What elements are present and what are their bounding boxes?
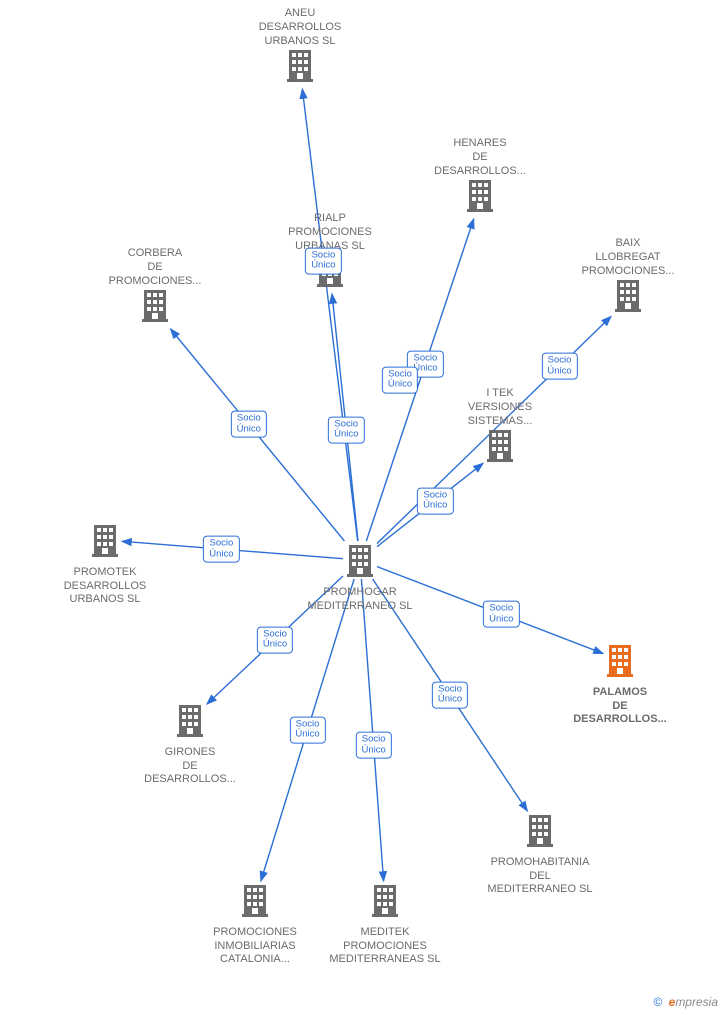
- edge-label: Socio Único: [483, 601, 519, 628]
- edges-layer: [0, 0, 728, 1015]
- building-icon: [370, 912, 400, 924]
- building-icon: [90, 552, 120, 564]
- node-label: BAIX LLOBREGAT PROMOCIONES...: [558, 237, 698, 278]
- node-label: PROMOHABITANIA DEL MEDITERRANEO SL: [470, 856, 610, 897]
- edge-line: [302, 89, 357, 541]
- edge-label: Socio Único: [355, 732, 391, 759]
- network-node[interactable]: ANEU DESARROLLOS URBANOS SL: [230, 7, 370, 91]
- network-node[interactable]: GIRONES DE DESARROLLOS...: [120, 703, 260, 787]
- building-icon: [140, 317, 170, 329]
- network-node[interactable]: HENARES DE DESARROLLOS...: [410, 137, 550, 221]
- edge-label: Socio Único: [432, 682, 468, 709]
- edge-label: Socio Único: [305, 247, 341, 274]
- edge-label: Socio Único: [382, 367, 418, 394]
- node-label: PROMOCIONES INMOBILIARIAS CATALONIA...: [185, 926, 325, 967]
- node-label: HENARES DE DESARROLLOS...: [410, 137, 550, 178]
- network-node[interactable]: CORBERA DE PROMOCIONES...: [85, 247, 225, 331]
- edge-label: Socio Único: [541, 353, 577, 380]
- edge-label: Socio Único: [417, 487, 453, 514]
- edge-label: Socio Único: [289, 717, 325, 744]
- node-label: MEDITEK PROMOCIONES MEDITERRANEAS SL: [315, 926, 455, 967]
- building-icon: [285, 77, 315, 89]
- building-icon: [240, 912, 270, 924]
- edge-label: Socio Único: [203, 536, 239, 563]
- node-label: PALAMOS DE DESARROLLOS...: [550, 686, 690, 727]
- network-node[interactable]: PROMHOGAR MEDITERRANEO SL: [290, 543, 430, 613]
- network-node[interactable]: I TEK VERSIONES SISTEMAS...: [430, 387, 570, 471]
- node-label: CORBERA DE PROMOCIONES...: [85, 247, 225, 288]
- network-node[interactable]: PROMOHABITANIA DEL MEDITERRANEO SL: [470, 813, 610, 897]
- building-icon: [525, 842, 555, 854]
- node-label: ANEU DESARROLLOS URBANOS SL: [230, 7, 370, 48]
- building-icon: [613, 307, 643, 319]
- edge-label: Socio Único: [328, 416, 364, 443]
- building-icon: [485, 457, 515, 469]
- brand-rest: mpresia: [675, 995, 718, 1009]
- building-icon: [345, 572, 375, 584]
- network-node[interactable]: PALAMOS DE DESARROLLOS...: [550, 643, 690, 727]
- building-icon: [175, 732, 205, 744]
- edge-label: Socio Único: [231, 411, 267, 438]
- network-canvas: PROMHOGAR MEDITERRANEO SL ANEU DESARROLLO…: [0, 0, 728, 1015]
- network-node[interactable]: MEDITEK PROMOCIONES MEDITERRANEAS SL: [315, 883, 455, 967]
- network-node[interactable]: PROMOCIONES INMOBILIARIAS CATALONIA...: [185, 883, 325, 967]
- watermark: © empresia: [653, 995, 718, 1009]
- node-label: PROMOTEK DESARROLLOS URBANOS SL: [35, 566, 175, 607]
- building-icon: [605, 672, 635, 684]
- building-icon: [315, 282, 345, 294]
- copyright-symbol: ©: [653, 995, 662, 1009]
- network-node[interactable]: BAIX LLOBREGAT PROMOCIONES...: [558, 237, 698, 321]
- node-label: I TEK VERSIONES SISTEMAS...: [430, 387, 570, 428]
- network-node[interactable]: PROMOTEK DESARROLLOS URBANOS SL: [35, 523, 175, 607]
- node-label: GIRONES DE DESARROLLOS...: [120, 746, 260, 787]
- building-icon: [465, 207, 495, 219]
- edge-line: [361, 579, 383, 881]
- edge-label: Socio Único: [257, 627, 293, 654]
- node-label: PROMHOGAR MEDITERRANEO SL: [290, 586, 430, 614]
